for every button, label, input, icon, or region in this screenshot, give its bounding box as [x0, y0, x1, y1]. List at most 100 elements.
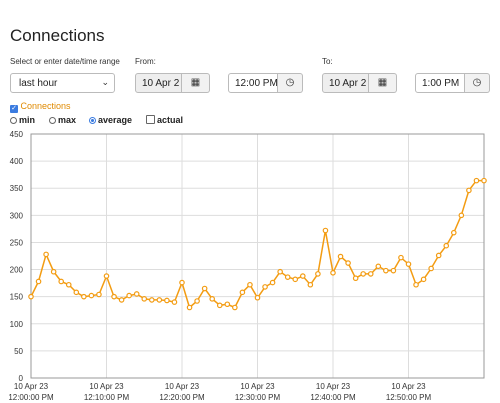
y-tick-label: 150: [10, 293, 24, 302]
data-point: [284, 274, 291, 280]
clock-icon: ◷: [285, 77, 295, 88]
data-point: [164, 297, 170, 304]
data-point: [209, 296, 216, 302]
from-calendar-button[interactable]: ▦: [182, 73, 210, 93]
x-tick-label: 10 Apr 23: [165, 382, 200, 391]
data-point: [239, 289, 246, 296]
mode-min-label: min: [19, 115, 36, 125]
data-point: [292, 276, 299, 283]
mode-actual[interactable]: actual: [146, 115, 183, 125]
data-point: [247, 281, 253, 288]
data-point: [133, 291, 140, 297]
x-tick-label: 10 Apr 23: [240, 382, 275, 391]
range-label: Select or enter date/time range: [10, 57, 120, 66]
to-time-input[interactable]: 1:00 PM: [415, 73, 465, 93]
to-date-input[interactable]: 10 Apr 2: [322, 73, 369, 93]
radio-icon: [10, 117, 17, 124]
data-point: [81, 293, 87, 300]
checkbox-checked-icon: ✓: [10, 105, 18, 113]
data-point: [96, 291, 102, 298]
data-point: [413, 281, 419, 288]
data-point: [367, 271, 374, 277]
data-point: [201, 285, 208, 292]
x-tick-label: 12:40:00 PM: [310, 393, 356, 402]
range-select-value: last hour: [19, 78, 58, 89]
x-tick-label: 10 Apr 23: [316, 382, 351, 391]
data-point: [322, 227, 329, 234]
from-label: From:: [135, 57, 156, 66]
data-point: [315, 271, 321, 277]
data-point: [118, 297, 125, 303]
mode-max-label: max: [58, 115, 77, 125]
page-title: Connections: [10, 26, 105, 45]
data-point: [58, 278, 65, 285]
data-point: [345, 260, 351, 266]
data-point: [194, 298, 200, 304]
x-tick-label: 12:30:00 PM: [235, 393, 281, 402]
plot-border: [30, 133, 485, 379]
calendar-icon: ▦: [190, 77, 201, 88]
y-tick-label: 450: [10, 130, 24, 139]
data-point: [232, 304, 238, 311]
range-select[interactable]: last hour ⌄: [10, 73, 115, 93]
y-tick-label: 0: [19, 374, 24, 383]
from-date-input[interactable]: 10 Apr 2: [135, 73, 182, 93]
x-tick-label: 10 Apr 23: [89, 382, 124, 391]
data-point: [65, 281, 72, 288]
data-point: [73, 289, 80, 296]
data-point: [443, 242, 450, 249]
data-point: [307, 281, 314, 288]
data-point: [103, 273, 110, 279]
data-point: [179, 279, 185, 286]
from-time-input[interactable]: 12:00 PM: [228, 73, 278, 93]
data-point: [420, 276, 427, 283]
radio-selected-icon: [89, 117, 96, 124]
y-tick-label: 350: [10, 184, 24, 193]
y-tick-label: 50: [14, 347, 23, 356]
data-point: [111, 293, 117, 300]
from-clock-button[interactable]: ◷: [278, 73, 303, 93]
to-clock-button[interactable]: ◷: [465, 73, 490, 93]
mode-average-label: average: [98, 115, 133, 125]
data-point: [126, 292, 132, 299]
data-point: [383, 267, 389, 274]
data-point: [224, 301, 231, 308]
data-point: [481, 177, 487, 184]
data-point: [262, 284, 268, 290]
y-tick-label: 100: [10, 320, 24, 329]
data-point: [473, 177, 480, 184]
chevron-down-icon: ⌄: [101, 77, 109, 87]
data-point: [149, 297, 155, 303]
data-point: [458, 212, 465, 219]
mode-min[interactable]: min: [10, 115, 35, 125]
data-point: [330, 270, 336, 276]
calendar-icon: ▦: [377, 77, 388, 88]
data-point: [337, 253, 344, 260]
data-point: [35, 278, 42, 285]
to-label: To:: [322, 57, 333, 66]
connections-toggle[interactable]: ✓ Connections: [10, 101, 71, 113]
data-point: [466, 187, 472, 194]
data-point: [405, 261, 412, 267]
data-point: [186, 304, 193, 311]
checkbox-icon: [146, 115, 155, 124]
data-point: [299, 273, 306, 279]
data-point: [88, 292, 95, 299]
mode-average[interactable]: average: [89, 115, 132, 125]
clock-icon: ◷: [472, 77, 482, 88]
data-point: [28, 293, 34, 300]
radio-icon: [49, 117, 56, 124]
y-tick-label: 400: [10, 157, 24, 166]
data-point: [428, 265, 434, 272]
x-tick-label: 10 Apr 23: [14, 382, 49, 391]
x-tick-label: 12:20:00 PM: [159, 393, 205, 402]
data-point: [398, 254, 404, 261]
data-point: [352, 275, 359, 282]
data-point: [156, 297, 163, 303]
to-calendar-button[interactable]: ▦: [369, 73, 397, 93]
x-tick-label: 12:50:00 PM: [386, 393, 432, 402]
data-point: [360, 271, 367, 277]
x-tick-label: 10 Apr 23: [391, 382, 426, 391]
mode-max[interactable]: max: [49, 115, 76, 125]
mode-actual-label: actual: [157, 115, 184, 125]
